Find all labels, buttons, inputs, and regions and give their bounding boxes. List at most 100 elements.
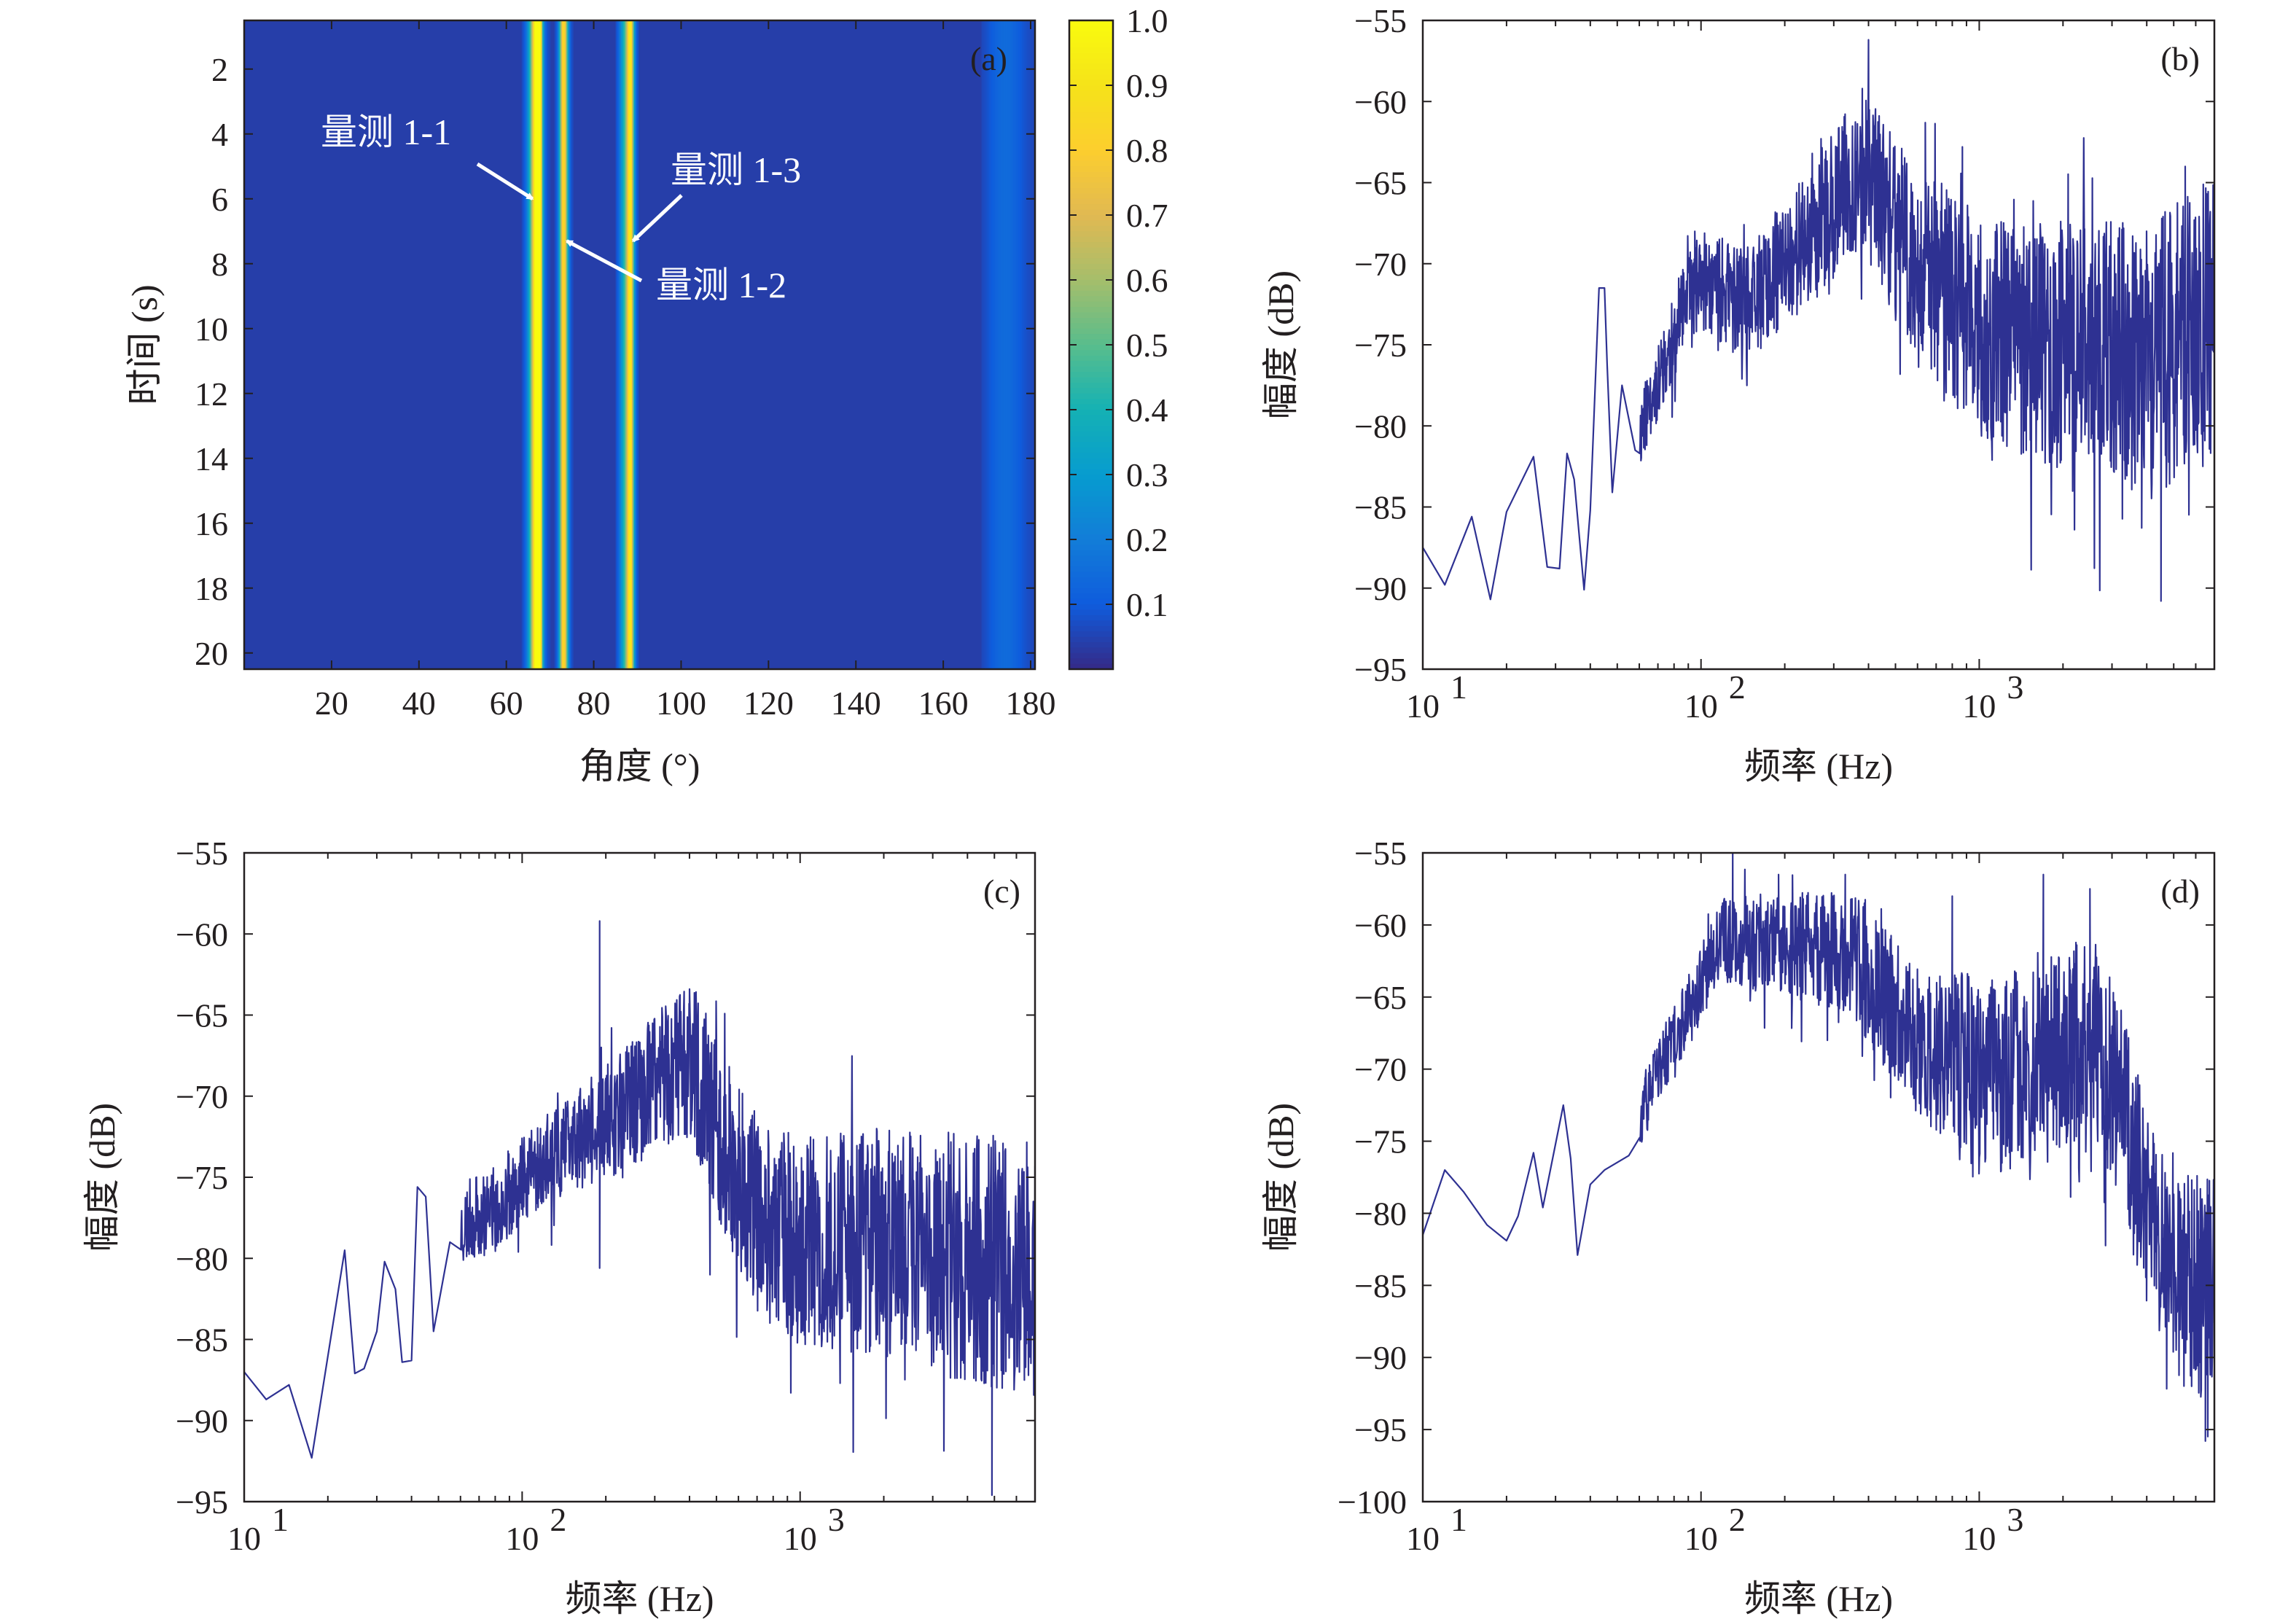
heatmap-cell	[981, 20, 983, 669]
colorbar-cell	[1069, 534, 1113, 540]
x-axis-label: 频率 (Hz)	[1744, 746, 1893, 787]
colorbar-cell	[1069, 198, 1113, 205]
x-tick-label: 10	[1406, 687, 1440, 725]
colorbar-cell	[1069, 269, 1113, 276]
heatmap-cell	[1024, 20, 1026, 669]
heatmap-cell	[630, 20, 632, 669]
heatmap-cell	[626, 20, 628, 669]
colorbar-cell	[1069, 79, 1113, 86]
x-tick-label: 100	[656, 684, 706, 722]
colorbar-cell	[1069, 442, 1113, 448]
x-tick-exponent: 2	[1729, 1501, 1746, 1538]
y-tick-label: −55	[176, 835, 228, 872]
colorbar-cell	[1069, 274, 1113, 281]
colorbar-cell	[1069, 382, 1113, 389]
heatmap-cell	[534, 20, 536, 669]
plot-frame	[1421, 851, 2216, 1503]
heatmap-cell	[628, 20, 630, 669]
heatmap-cell	[1018, 20, 1020, 669]
colorbar-cell	[1069, 491, 1113, 497]
y-tick-label: −95	[1354, 1411, 1407, 1448]
x-tick-label: 10	[784, 1520, 817, 1557]
colorbar-cell	[1069, 615, 1113, 622]
heatmap-cell	[540, 20, 542, 669]
colorbar-cell	[1069, 258, 1113, 265]
heatmap-cell	[542, 20, 544, 669]
y-tick-label: 4	[211, 116, 228, 153]
heatmap-cell	[571, 20, 574, 669]
heatmap-cell	[624, 20, 626, 669]
colorbar-tick-label: 0.9	[1126, 67, 1168, 104]
heatmap-cell	[562, 20, 564, 669]
x-tick-label: 20	[315, 684, 348, 722]
colorbar-cell	[1069, 663, 1113, 670]
colorbar-cell	[1069, 220, 1113, 227]
heatmap-cell	[1031, 20, 1033, 669]
y-tick-label: −75	[176, 1159, 228, 1196]
panel-c: −95 −90 −85 −80 −75 −70 −65 −60 −55 10 1 10 2 10 3 频率 (…	[82, 835, 1036, 1619]
heatmap-cell	[555, 20, 558, 669]
colorbar-cell	[1069, 263, 1113, 270]
colorbar-cell	[1069, 415, 1113, 421]
heatmap-cell	[1007, 20, 1009, 669]
heatmap-cell	[1002, 20, 1004, 669]
colorbar-cell	[1069, 609, 1113, 616]
heatmap-cell	[532, 20, 534, 669]
colorbar-cell	[1069, 652, 1113, 659]
colorbar-cell	[1069, 85, 1113, 92]
colorbar-cell	[1069, 420, 1113, 427]
y-tick-label: −95	[176, 1483, 228, 1521]
colorbar-tick-label: 0.6	[1126, 262, 1168, 299]
y-tick-label: −85	[1354, 1267, 1407, 1304]
colorbar-cell	[1069, 598, 1113, 605]
y-tick-label: −65	[1354, 165, 1407, 202]
colorbar-cell	[1069, 404, 1113, 410]
colorbar-cell	[1069, 582, 1113, 589]
colorbar-cell	[1069, 280, 1113, 286]
plot-frame	[243, 19, 1036, 671]
heatmap-cell	[993, 20, 996, 669]
x-tick-exponent: 2	[550, 1501, 566, 1538]
colorbar-cell	[1069, 339, 1113, 346]
annotation-arrow	[476, 162, 534, 200]
heatmap-cell	[523, 20, 525, 669]
colorbar-cell	[1069, 166, 1113, 173]
heatmap-cell	[567, 20, 569, 669]
heatmap-cell	[543, 20, 545, 669]
y-tick-label: −55	[1354, 835, 1407, 872]
heatmap-cell	[558, 20, 561, 669]
colorbar-cell	[1069, 399, 1113, 405]
colorbar-cell	[1069, 545, 1113, 551]
heatmap-cell	[622, 20, 624, 669]
colorbar-cell	[1069, 636, 1113, 643]
colorbar-cell	[1069, 512, 1113, 519]
colorbar-cell	[1069, 133, 1113, 140]
heatmap-cell	[996, 20, 998, 669]
y-tick-label: −65	[176, 997, 228, 1034]
colorbar-cell	[1069, 58, 1113, 65]
heatmap-cell	[1033, 20, 1035, 669]
panel-a: 20 40 60 80 100 120 140 160 180 2 4 6 8 10 12 14 16 18 20 角…	[124, 19, 1056, 787]
heatmap-background	[244, 20, 1035, 669]
colorbar-cell	[1069, 361, 1113, 367]
colorbar-cell	[1069, 150, 1113, 157]
heatmap-cell	[569, 20, 571, 669]
colorbar-cell	[1069, 296, 1113, 303]
heatmap-cell	[985, 20, 987, 669]
heatmap-cell	[637, 20, 639, 669]
heatmap-cell	[571, 20, 573, 669]
colorbar-tick-label: 0.5	[1126, 327, 1168, 364]
y-tick-label: 14	[195, 440, 228, 477]
colorbar-cell	[1069, 177, 1113, 184]
colorbar-cell	[1069, 312, 1113, 319]
heatmap-cell	[545, 20, 547, 669]
colorbar-cell	[1069, 117, 1113, 124]
heatmap-cell	[989, 20, 991, 669]
colorbar-cell	[1069, 47, 1113, 54]
colorbar-cell	[1069, 52, 1113, 59]
colorbar-cell	[1069, 193, 1113, 200]
colorbar-cell	[1069, 475, 1113, 481]
heatmap-cell	[536, 20, 538, 669]
heatmap-cell	[1016, 20, 1018, 669]
y-tick-label: −70	[176, 1078, 228, 1115]
